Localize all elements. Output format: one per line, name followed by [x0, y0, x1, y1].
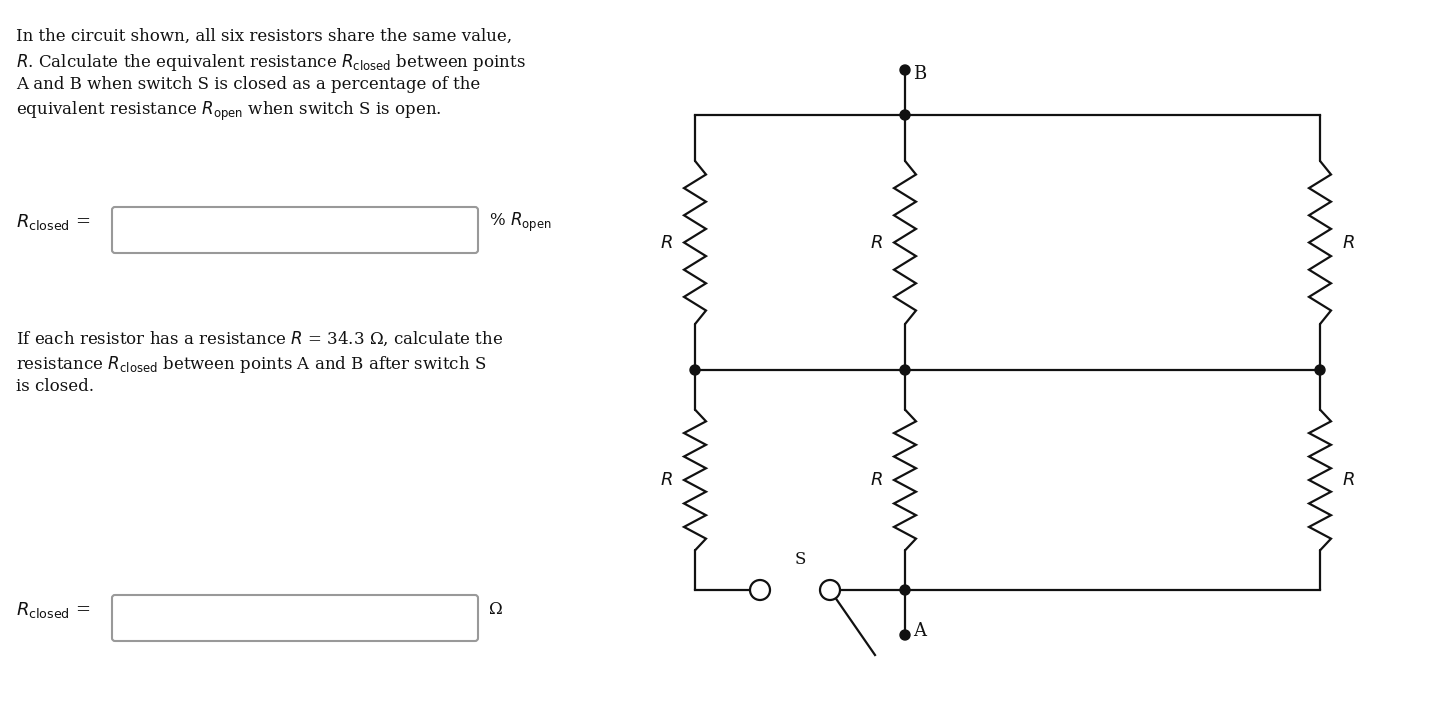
Text: $R$: $R$: [660, 471, 673, 489]
Text: $R_\mathrm{closed}$ =: $R_\mathrm{closed}$ =: [16, 212, 90, 232]
Text: $R$: $R$: [870, 471, 883, 489]
Text: $R$: $R$: [870, 234, 883, 252]
Circle shape: [901, 110, 911, 120]
Text: % $R_\mathrm{open}$: % $R_\mathrm{open}$: [489, 211, 552, 234]
Text: Ω: Ω: [489, 602, 503, 618]
Text: S: S: [794, 551, 806, 568]
Circle shape: [901, 630, 911, 640]
Text: resistance $R_\mathrm{closed}$ between points A and B after switch S: resistance $R_\mathrm{closed}$ between p…: [16, 354, 486, 375]
Text: $R$: $R$: [1342, 471, 1355, 489]
Text: $R$: $R$: [660, 234, 673, 252]
Text: is closed.: is closed.: [16, 378, 95, 395]
Text: $R$: $R$: [1342, 234, 1355, 252]
Circle shape: [820, 580, 840, 600]
Text: A and B when switch S is closed as a percentage of the: A and B when switch S is closed as a per…: [16, 76, 480, 93]
FancyBboxPatch shape: [112, 595, 478, 641]
FancyBboxPatch shape: [112, 207, 478, 253]
Text: B: B: [913, 65, 926, 83]
Circle shape: [1315, 365, 1325, 375]
Circle shape: [901, 585, 911, 595]
Text: If each resistor has a resistance $R$ = 34.3 Ω, calculate the: If each resistor has a resistance $R$ = …: [16, 330, 503, 348]
Text: equivalent resistance $R_\mathrm{open}$ when switch S is open.: equivalent resistance $R_\mathrm{open}$ …: [16, 100, 442, 123]
Text: In the circuit shown, all six resistors share the same value,: In the circuit shown, all six resistors …: [16, 28, 512, 45]
Circle shape: [901, 365, 911, 375]
Text: $R$. Calculate the equivalent resistance $R_\mathrm{closed}$ between points: $R$. Calculate the equivalent resistance…: [16, 52, 526, 73]
Text: $R_\mathrm{closed}$ =: $R_\mathrm{closed}$ =: [16, 600, 90, 620]
Text: A: A: [913, 622, 926, 640]
Circle shape: [901, 65, 911, 75]
Circle shape: [750, 580, 770, 600]
Circle shape: [690, 365, 700, 375]
